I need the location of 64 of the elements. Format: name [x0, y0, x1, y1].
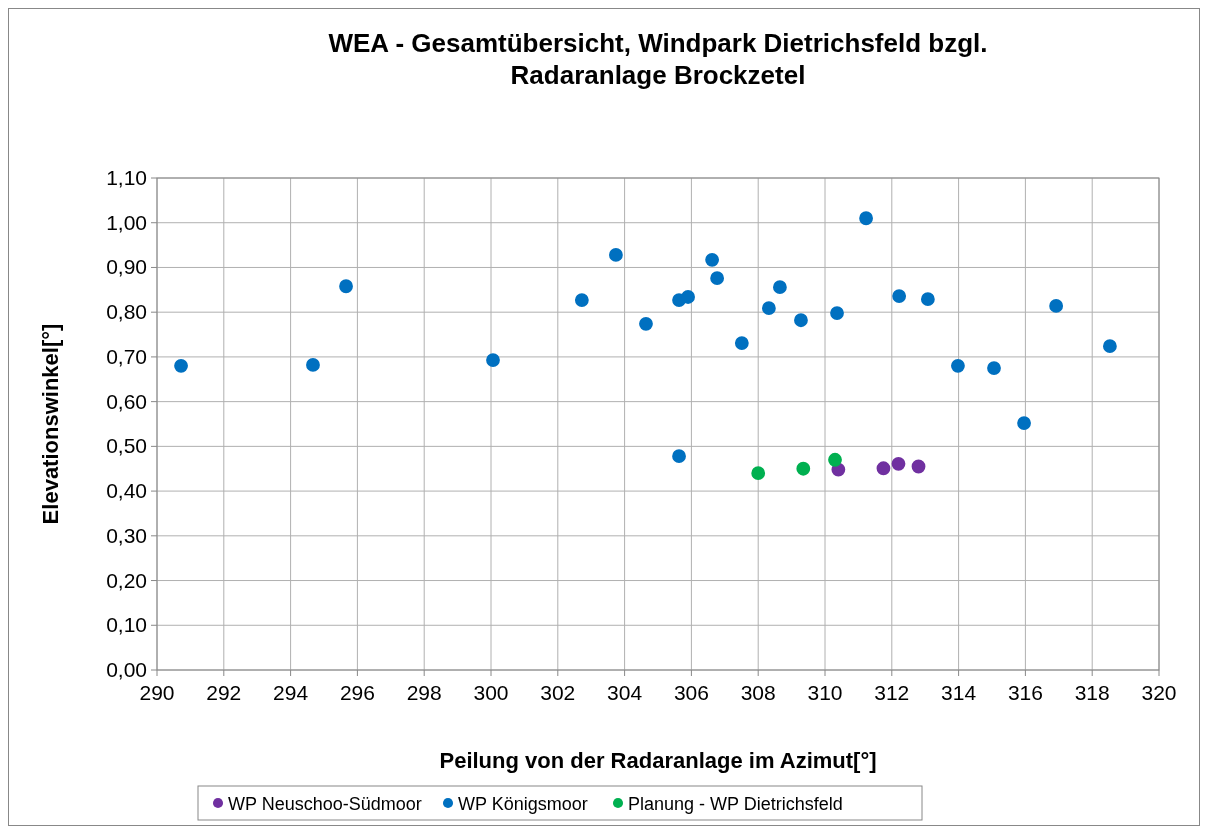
y-tick-label: 0,10 [106, 613, 147, 637]
x-tick-label: 300 [473, 681, 509, 704]
x-tick-label: 298 [406, 681, 442, 704]
x-tick-label: 292 [206, 681, 242, 704]
point [796, 461, 811, 476]
y-tick-label: 0,80 [106, 300, 147, 324]
point [920, 292, 935, 307]
point [574, 293, 589, 307]
point [672, 449, 686, 464]
x-tick-label: 312 [874, 681, 910, 704]
legend-label: Planung - WP Dietrichsfeld [628, 794, 843, 814]
point [306, 358, 320, 372]
y-tick-label: 0,70 [106, 344, 147, 368]
y-tick-label: 0,50 [106, 434, 147, 458]
point [1049, 299, 1064, 313]
x-tick-label: 316 [1007, 681, 1043, 704]
point [911, 459, 926, 474]
y-tick-label: 0,40 [106, 479, 147, 503]
point [710, 271, 725, 286]
point [859, 211, 873, 226]
y-tick-label: 0,00 [106, 658, 147, 681]
point [681, 290, 695, 304]
x-axis-title: Peilung von der Radaranlage im Azimut[°] [439, 748, 877, 773]
x-tick-label: 304 [607, 681, 643, 704]
x-tick-label: 314 [941, 681, 977, 704]
y-tick-label: 1,00 [106, 210, 147, 234]
y-tick-label: 1,10 [106, 166, 147, 189]
chart-title: WEA - Gesamtübersicht, Windpark Dietrichsfeld bzgl. Radaranlage Brockzetel [328, 28, 988, 90]
point [174, 358, 188, 373]
point [486, 353, 500, 367]
point [339, 279, 353, 294]
point [892, 289, 907, 303]
point [828, 452, 842, 467]
point [773, 280, 787, 295]
y-axis-title: Elevationswinkel[°] [38, 323, 63, 525]
point [1017, 416, 1031, 430]
point [761, 301, 776, 316]
point [609, 248, 623, 262]
point [639, 316, 653, 331]
y-tick-label: 0,30 [106, 523, 147, 547]
point [705, 252, 720, 267]
x-tick-label: 308 [740, 681, 776, 704]
point [734, 336, 749, 350]
y-tick-label: 0,90 [106, 255, 147, 279]
point [876, 461, 891, 476]
point [1102, 339, 1117, 354]
x-tick-label: 310 [807, 681, 843, 704]
point [987, 361, 1001, 375]
x-tick-label: 318 [1074, 681, 1110, 704]
legend-label: WP Königsmoor [458, 794, 588, 814]
x-tick-label: 296 [339, 681, 375, 704]
x-tick-label: 306 [673, 681, 709, 704]
x-tick-label: 294 [273, 681, 309, 704]
point [951, 358, 965, 373]
x-tick-label: 302 [540, 681, 576, 704]
point [891, 456, 906, 471]
point [751, 466, 766, 481]
y-tick-label: 0,60 [106, 389, 147, 413]
y-tick-label: 0,20 [106, 568, 147, 592]
point [794, 313, 808, 328]
x-tick-label: 320 [1141, 681, 1177, 704]
legend-label: WP Neuschoo-Südmoor [228, 794, 422, 814]
point [830, 306, 844, 320]
x-tick-label: 290 [139, 681, 175, 704]
